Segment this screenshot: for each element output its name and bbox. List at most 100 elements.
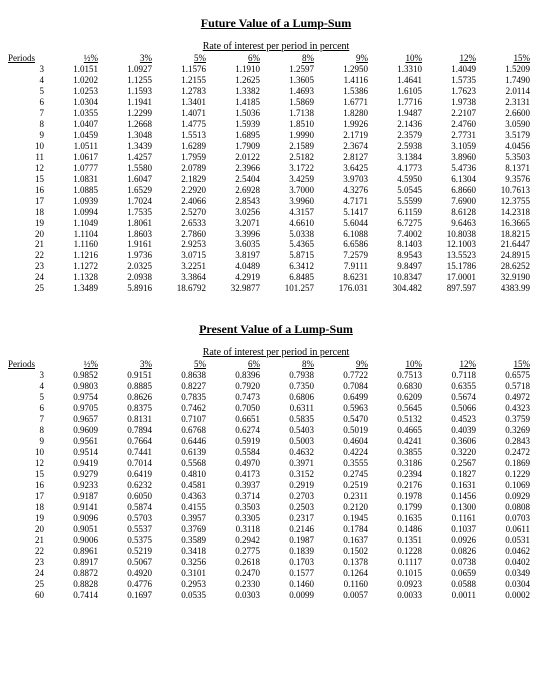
value-cell: 0.4776 bbox=[100, 579, 154, 590]
value-cell: 1.3310 bbox=[370, 64, 424, 75]
value-cell: 0.0826 bbox=[424, 546, 478, 557]
value-cell: 2.7860 bbox=[154, 229, 208, 240]
value-cell: 1.9926 bbox=[316, 119, 370, 130]
value-cell: 897.597 bbox=[424, 283, 478, 294]
value-cell: 0.9233 bbox=[46, 480, 100, 491]
value-cell: 0.9006 bbox=[46, 535, 100, 546]
value-cell: 0.9096 bbox=[46, 513, 100, 524]
value-cell: 0.1486 bbox=[370, 524, 424, 535]
table-row: 180.91410.58740.41550.35030.25030.21200.… bbox=[6, 502, 552, 513]
value-cell: 1.9990 bbox=[262, 130, 316, 141]
value-cell: 0.8227 bbox=[154, 381, 208, 392]
value-cell: 0.0703 bbox=[478, 513, 532, 524]
value-cell: 0.9187 bbox=[46, 491, 100, 502]
value-cell: 0.0313 bbox=[532, 513, 552, 524]
table-row: 190.90960.57030.39570.33050.23170.19450.… bbox=[6, 513, 552, 524]
value-cell: 1.2668 bbox=[100, 119, 154, 130]
value-cell: 0.7414 bbox=[46, 590, 100, 601]
value-cell: 3.2251 bbox=[154, 261, 208, 272]
value-cell: 1.6047 bbox=[100, 174, 154, 185]
value-cell: 8.6231 bbox=[316, 272, 370, 283]
value-cell: 2.1829 bbox=[154, 174, 208, 185]
value-cell: 3.0590 bbox=[478, 119, 532, 130]
value-cell: 2.7731 bbox=[424, 130, 478, 141]
value-cell: 1.1328 bbox=[46, 272, 100, 283]
value-cell: 3.6425 bbox=[316, 163, 370, 174]
period-cell: 20 bbox=[6, 229, 46, 240]
rate-header: 12% bbox=[424, 359, 478, 370]
value-cell: 0.7938 bbox=[262, 370, 316, 381]
value-cell: 2.6533 bbox=[154, 218, 208, 229]
value-cell: 1.3401 bbox=[154, 97, 208, 108]
value-cell: 2.2920 bbox=[154, 185, 208, 196]
value-cell: 0.8626 bbox=[100, 392, 154, 403]
value-cell: 0.5132 bbox=[370, 414, 424, 425]
value-cell: 0.5537 bbox=[100, 524, 154, 535]
value-cell: 5.8916 bbox=[100, 283, 154, 294]
table-row: 250.88280.47760.29530.23300.14600.11600.… bbox=[6, 579, 552, 590]
value-cell: 0.6651 bbox=[208, 414, 262, 425]
value-cell: 2.4883 bbox=[532, 86, 552, 97]
value-cell: 0.1161 bbox=[424, 513, 478, 524]
value-cell: 17.0001 bbox=[424, 272, 478, 283]
value-cell: 0.4665 bbox=[370, 425, 424, 436]
value-cell: 5.0545 bbox=[370, 185, 424, 196]
value-cell: 1.4693 bbox=[262, 86, 316, 97]
value-cell: 66.2474 bbox=[532, 250, 552, 261]
value-cell: 1.5036 bbox=[208, 108, 262, 119]
rate-header: 10% bbox=[370, 53, 424, 64]
period-cell: 4 bbox=[6, 381, 46, 392]
value-cell: 1.3048 bbox=[100, 130, 154, 141]
value-cell: 3.0715 bbox=[154, 250, 208, 261]
value-cell: 10.8347 bbox=[370, 272, 424, 283]
rate-header: 9% bbox=[316, 359, 370, 370]
period-cell: 16 bbox=[6, 480, 46, 491]
period-cell: 19 bbox=[6, 218, 46, 229]
value-cell: 1.6105 bbox=[370, 86, 424, 97]
value-cell: 7.2579 bbox=[316, 250, 370, 261]
value-cell: 0.2919 bbox=[262, 480, 316, 491]
value-cell: 0.2567 bbox=[424, 458, 478, 469]
value-cell: 1.7490 bbox=[478, 75, 532, 86]
value-cell: 0.0376 bbox=[532, 502, 552, 513]
value-cell: 1.1576 bbox=[154, 64, 208, 75]
value-cell: 5.5599 bbox=[370, 196, 424, 207]
value-cell: 0.4823 bbox=[532, 381, 552, 392]
rate-header: 15% bbox=[478, 53, 532, 64]
value-cell: 0.2326 bbox=[532, 425, 552, 436]
value-cell: 1.0459 bbox=[46, 130, 100, 141]
value-cell: 0.3555 bbox=[316, 458, 370, 469]
value-cell: 0.5470 bbox=[316, 414, 370, 425]
value-cell: 56347.5 bbox=[532, 283, 552, 294]
value-cell: 1.4257 bbox=[100, 152, 154, 163]
value-cell: 0.1229 bbox=[478, 469, 532, 480]
value-cell: 46.0051 bbox=[532, 229, 552, 240]
value-cell: 38.3376 bbox=[532, 218, 552, 229]
period-cell: 24 bbox=[6, 568, 46, 579]
value-cell: 1.1104 bbox=[46, 229, 100, 240]
value-cell: 24.8915 bbox=[478, 250, 532, 261]
value-cell: 0.2843 bbox=[478, 436, 532, 447]
value-cell: 2.9253 bbox=[154, 239, 208, 250]
value-cell: 1.1216 bbox=[46, 250, 100, 261]
value-cell: 0.1637 bbox=[316, 535, 370, 546]
value-cell: 0.0923 bbox=[370, 579, 424, 590]
value-cell: 0.7441 bbox=[100, 447, 154, 458]
table-row: 70.96570.81310.71070.66510.58350.54700.5… bbox=[6, 414, 552, 425]
value-cell: 0.1300 bbox=[424, 502, 478, 513]
value-cell: 0.7050 bbox=[208, 403, 262, 414]
value-cell: 1.7623 bbox=[424, 86, 478, 97]
value-cell: 2.5270 bbox=[154, 207, 208, 218]
value-cell: 0.7350 bbox=[262, 381, 316, 392]
value-cell: 0.3152 bbox=[262, 469, 316, 480]
value-cell: 7.4002 bbox=[370, 229, 424, 240]
value-cell: 0.0181 bbox=[532, 546, 552, 557]
present-value-section: Present Value of a Lump-Sum Rate of inte… bbox=[6, 322, 546, 600]
value-cell: 12.3755 bbox=[478, 196, 532, 207]
value-cell: 0.1015 bbox=[370, 568, 424, 579]
value-cell: 0.6232 bbox=[100, 480, 154, 491]
value-cell: 0.4323 bbox=[478, 403, 532, 414]
period-cell: 12 bbox=[6, 458, 46, 469]
value-cell: 1.5513 bbox=[154, 130, 208, 141]
value-cell: 1.7716 bbox=[370, 97, 424, 108]
